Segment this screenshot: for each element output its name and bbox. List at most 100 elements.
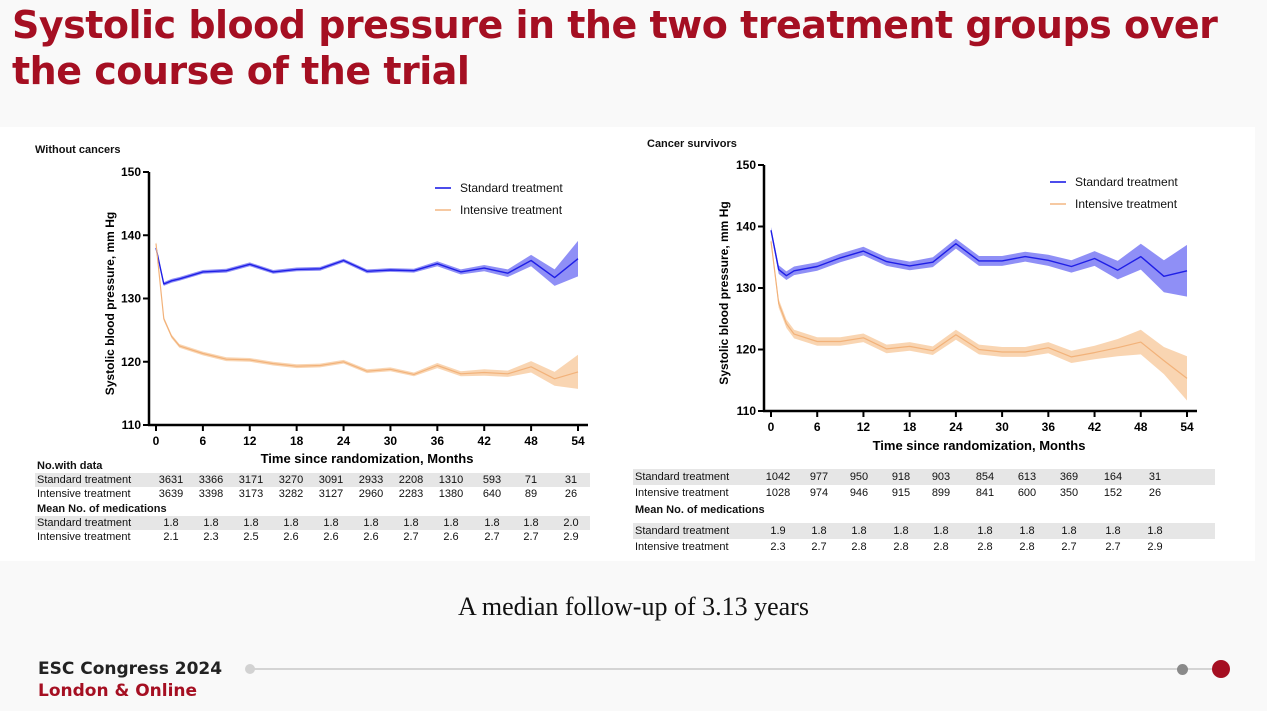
- row-label: Standard treatment: [37, 517, 132, 529]
- row-label: Standard treatment: [37, 474, 132, 486]
- series-line-standard: [770, 230, 1188, 277]
- x-axis-label: Time since randomization, Months: [261, 451, 474, 466]
- table-cell: 918: [891, 471, 911, 483]
- table-cell: 2.3: [770, 541, 786, 553]
- table-cell: 26: [564, 488, 578, 500]
- legend-label-standard: Standard treatment: [1075, 175, 1178, 189]
- x-tick-label: 24: [949, 420, 963, 434]
- table-cell: 1.8: [523, 517, 539, 529]
- table-section-header: Mean No. of medications: [35, 502, 590, 516]
- table-cell: 164: [1103, 471, 1123, 483]
- table-without-cancers: No.with data Standard treatment 3631 3366 31…: [35, 459, 590, 544]
- table-row: Standard treatment 1042 977 950 918 903 854 613…: [633, 469, 1215, 485]
- table-cell: 1042: [765, 471, 791, 483]
- y-tick-label: 140: [121, 228, 141, 242]
- y-tick-label: 150: [736, 158, 756, 172]
- table-cell: 2.7: [403, 531, 419, 543]
- table-cell: 1.8: [243, 517, 259, 529]
- table-cancer-survivors: Standard treatment 1042 977 950 918 903 854 613…: [633, 469, 1215, 555]
- y-axis-label: Systolic blood pressure, mm Hg: [717, 201, 731, 384]
- table-cell: 31: [1148, 471, 1162, 483]
- chart-cancer-survivors: 110 120 130 140 150 0 6 12 18 24 30 36 42 48 54 Time si…: [717, 158, 1197, 453]
- table-cell: 1.8: [283, 517, 299, 529]
- table-cell: 2.0: [563, 517, 579, 529]
- table-cell: 2.8: [893, 541, 909, 553]
- table-cell: 3398: [198, 488, 224, 500]
- series-line-intensive: [770, 241, 1188, 379]
- row-label: Standard treatment: [635, 525, 730, 537]
- table-cell: 1.8: [977, 525, 993, 537]
- y-tick-label: 110: [737, 404, 757, 418]
- table-cell: 977: [809, 471, 829, 483]
- table-cell: 640: [482, 488, 502, 500]
- table-cell: 3282: [278, 488, 304, 500]
- table-row: Intensive treatment 2.3 2.7 2.8 2.8 2.8 2.8 2.8…: [633, 539, 1215, 555]
- table-cell: 841: [975, 487, 995, 499]
- table-cell: 1.8: [363, 517, 379, 529]
- table-cell: 2.6: [323, 531, 339, 543]
- table-section-header: Mean No. of medications: [633, 503, 1215, 517]
- row-label: Standard treatment: [635, 471, 730, 483]
- congress-location: London & Online: [38, 681, 198, 701]
- series-line-standard: [155, 247, 579, 285]
- table-cell: 1028: [765, 487, 791, 499]
- x-tick-label: 36: [431, 434, 445, 448]
- table-cell: 600: [1017, 487, 1037, 499]
- table-cell: 2.6: [283, 531, 299, 543]
- table-cell: 2.8: [933, 541, 949, 553]
- table-cell: 1.8: [484, 517, 500, 529]
- x-axis-label: Time since randomization, Months: [873, 438, 1086, 453]
- table-cell: 2.6: [443, 531, 459, 543]
- follow-up-note: A median follow-up of 3.13 years: [458, 592, 809, 621]
- table-cell: 2.7: [484, 531, 500, 543]
- table-cell: 3171: [238, 474, 264, 486]
- progress-start-dot: [245, 664, 255, 674]
- table-cell: 3270: [278, 474, 304, 486]
- table-cell: 1310: [438, 474, 464, 486]
- table-row: Standard treatment 1.8 1.8 1.8 1.8 1.8 1.8 1.8 1…: [35, 516, 590, 530]
- ci-band-standard: [771, 227, 1187, 297]
- x-tick-label: 18: [903, 420, 917, 434]
- table-cell: 31: [564, 474, 578, 486]
- table-cell: 3366: [198, 474, 224, 486]
- row-label: Intensive treatment: [37, 531, 131, 543]
- table-cell: 613: [1017, 471, 1037, 483]
- legend-label-intensive: Intensive treatment: [460, 203, 563, 217]
- x-tick-label: 42: [478, 434, 492, 448]
- table-cell: 2.7: [811, 541, 827, 553]
- table-cell: 2.9: [1147, 541, 1163, 553]
- section-header-text: Mean No. of medications: [635, 504, 765, 516]
- table-cell: 2.7: [523, 531, 539, 543]
- table-cell: 2.7: [1105, 541, 1121, 553]
- ci-band-intensive: [156, 241, 578, 389]
- ci-band-intensive: [771, 238, 1187, 401]
- x-tick-label: 30: [384, 434, 398, 448]
- table-cell: 3091: [318, 474, 344, 486]
- table-cell: 2208: [398, 474, 424, 486]
- table-cell: 152: [1103, 487, 1123, 499]
- table-cell: 2.3: [203, 531, 219, 543]
- table-cell: 593: [482, 474, 502, 486]
- x-tick-label: 48: [1134, 420, 1148, 434]
- table-cell: 2.9: [563, 531, 579, 543]
- table-cell: 89: [524, 488, 538, 500]
- y-axis-label: Systolic blood pressure, mm Hg: [103, 212, 117, 395]
- table-row: Intensive treatment 2.1 2.3 2.5 2.6 2.6 2.6 2.7…: [35, 530, 590, 544]
- table-row: Standard treatment 1.9 1.8 1.8 1.8 1.8 1.8 1.8 1…: [633, 523, 1215, 539]
- x-tick-label: 6: [200, 434, 207, 448]
- progress-current-dot: [1212, 660, 1230, 678]
- table-cell: 903: [931, 471, 951, 483]
- table-cell: 369: [1059, 471, 1079, 483]
- table-cell: 1.8: [1061, 525, 1077, 537]
- table-cell: 3639: [158, 488, 184, 500]
- congress-name: ESC Congress 2024: [38, 659, 223, 679]
- y-tick-label: 140: [736, 220, 756, 234]
- table-cell: 1.8: [443, 517, 459, 529]
- progress-mid-dot: [1177, 664, 1188, 675]
- x-tick-label: 0: [768, 420, 775, 434]
- table-cell: 1380: [438, 488, 464, 500]
- table-cell: 2.8: [851, 541, 867, 553]
- table-cell: 1.9: [770, 525, 786, 537]
- table-cell: 974: [809, 487, 829, 499]
- table-cell: 2.8: [977, 541, 993, 553]
